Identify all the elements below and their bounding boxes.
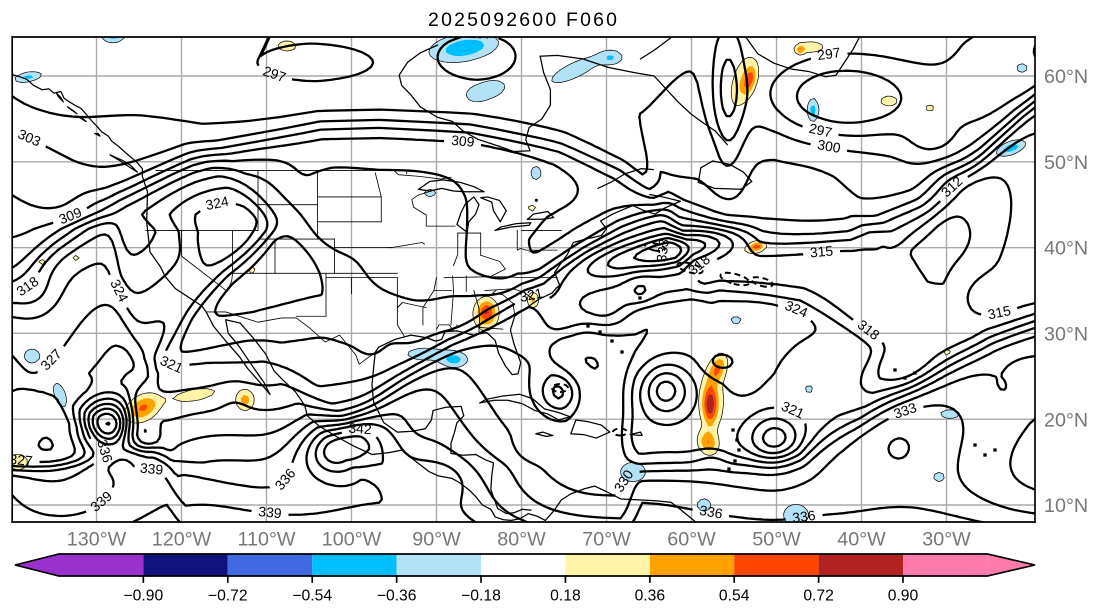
- svg-text:80°W: 80°W: [497, 528, 546, 550]
- svg-text:60°W: 60°W: [667, 528, 716, 550]
- svg-text:327: 327: [9, 451, 34, 469]
- svg-text:309: 309: [56, 204, 84, 228]
- svg-text:60°N: 60°N: [1044, 66, 1088, 88]
- svg-text:0.90: 0.90: [888, 588, 919, 605]
- svg-text:321: 321: [518, 285, 544, 305]
- svg-text:297: 297: [816, 44, 841, 63]
- svg-text:333: 333: [653, 238, 672, 263]
- svg-text:300: 300: [816, 136, 842, 156]
- svg-text:297: 297: [808, 120, 834, 141]
- svg-text:20°N: 20°N: [1044, 409, 1088, 431]
- svg-text:110°W: 110°W: [238, 528, 296, 550]
- svg-text:90°W: 90°W: [412, 528, 461, 550]
- svg-text:309: 309: [451, 132, 476, 150]
- svg-text:100°W: 100°W: [322, 528, 382, 550]
- svg-text:342: 342: [348, 420, 372, 438]
- svg-text:0.72: 0.72: [803, 588, 834, 605]
- svg-text:40°W: 40°W: [837, 528, 886, 550]
- svg-text:50°W: 50°W: [752, 528, 801, 550]
- svg-text:336: 336: [698, 502, 724, 522]
- svg-text:339: 339: [258, 503, 283, 521]
- svg-text:130°W: 130°W: [67, 528, 127, 550]
- svg-text:333: 333: [892, 399, 919, 422]
- svg-text:−0.72: −0.72: [208, 588, 248, 605]
- svg-text:324: 324: [783, 297, 811, 321]
- svg-text:297: 297: [469, 25, 493, 42]
- svg-text:2025092600 F060: 2025092600 F060: [428, 9, 619, 31]
- svg-text:297: 297: [261, 62, 288, 85]
- svg-text:0.54: 0.54: [719, 588, 750, 605]
- svg-text:10°N: 10°N: [1044, 495, 1088, 517]
- svg-text:−0.18: −0.18: [461, 588, 501, 605]
- svg-text:−0.90: −0.90: [123, 588, 163, 605]
- svg-text:70°W: 70°W: [582, 528, 631, 550]
- svg-text:336: 336: [94, 438, 116, 465]
- svg-text:−0.36: −0.36: [377, 588, 417, 605]
- svg-text:315: 315: [809, 242, 834, 260]
- svg-text:339: 339: [139, 460, 164, 478]
- svg-text:0.18: 0.18: [550, 588, 581, 605]
- svg-text:336: 336: [791, 507, 816, 526]
- svg-text:−0.54: −0.54: [292, 588, 332, 605]
- svg-text:30°W: 30°W: [922, 528, 971, 550]
- svg-text:50°N: 50°N: [1044, 152, 1088, 174]
- svg-text:315: 315: [986, 302, 1012, 322]
- svg-text:324: 324: [204, 193, 230, 213]
- svg-text:120°W: 120°W: [152, 528, 212, 550]
- svg-text:30°N: 30°N: [1044, 324, 1088, 346]
- svg-text:0.36: 0.36: [635, 588, 666, 605]
- svg-text:40°N: 40°N: [1044, 238, 1088, 260]
